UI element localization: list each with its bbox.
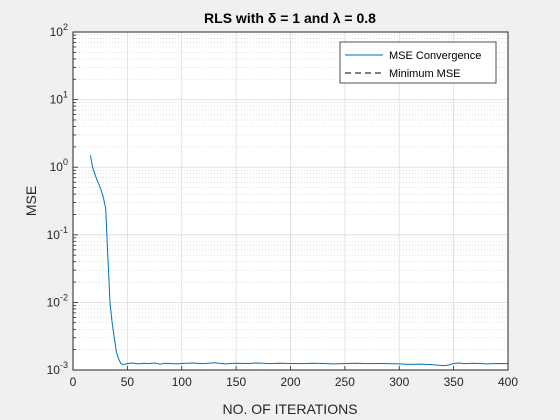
x-tick-label: 200 bbox=[280, 375, 300, 389]
y-axis-label: MSE bbox=[23, 186, 39, 216]
x-tick-label: 100 bbox=[172, 375, 192, 389]
legend-label-min: Minimum MSE bbox=[389, 68, 461, 80]
series-line-mse-convergence bbox=[89, 155, 509, 367]
x-tick-label: 300 bbox=[389, 375, 409, 389]
x-tick-label: 250 bbox=[335, 375, 355, 389]
chart-title: RLS with δ = 1 and λ = 0.8 bbox=[204, 10, 376, 26]
x-tick-label: 0 bbox=[70, 375, 77, 389]
y-tick-label: 10-3 bbox=[47, 360, 68, 377]
y-tick-label: 100 bbox=[50, 157, 68, 174]
legend-label-mse: MSE Convergence bbox=[389, 50, 481, 62]
y-tick-label: 10-1 bbox=[47, 225, 68, 242]
legend-box bbox=[339, 41, 497, 84]
x-tick-label: 150 bbox=[226, 375, 246, 389]
x-axis-label: NO. OF ITERATIONS bbox=[222, 401, 357, 417]
legend: MSE Convergence Minimum MSE bbox=[339, 41, 497, 84]
y-tick-label: 10-2 bbox=[47, 292, 68, 309]
y-tick-label: 102 bbox=[50, 22, 68, 39]
y-tick-label: 101 bbox=[50, 90, 68, 107]
ticks: 0 50 100 150 200 250 300 350 400 10-3 10-2 10-1 100 1… bbox=[47, 22, 519, 389]
x-tick-label: 400 bbox=[498, 375, 518, 389]
x-tick-label: 50 bbox=[121, 375, 135, 389]
x-tick-label: 350 bbox=[444, 375, 464, 389]
